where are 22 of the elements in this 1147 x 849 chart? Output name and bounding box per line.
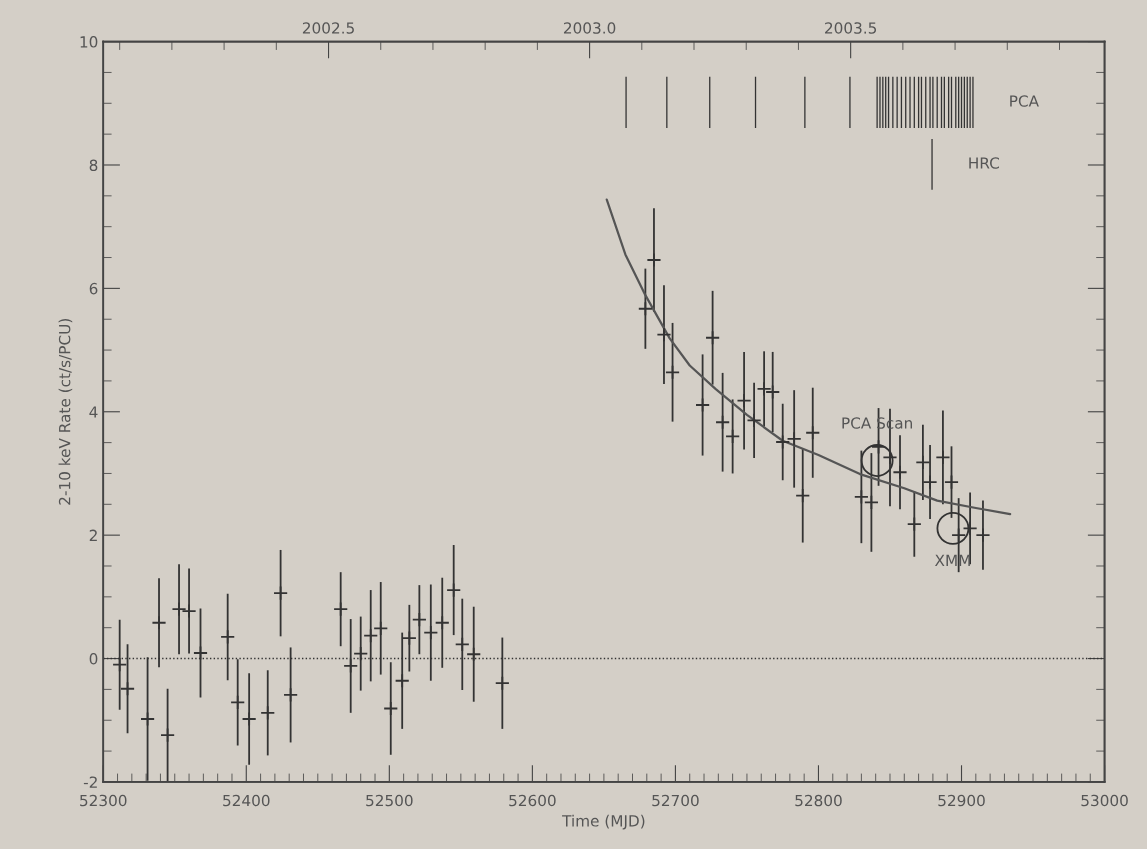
x-tick-label: 52500 <box>366 794 413 807</box>
y-tick-label: 0 <box>89 653 98 665</box>
x2-tick-label: 2003.0 <box>563 22 616 34</box>
x-tick-label: 52400 <box>223 794 270 807</box>
x-axis-title: Time (MJD) <box>562 814 645 830</box>
text: PCA <box>1010 95 1039 107</box>
x-tick-label: 53000 <box>1081 794 1128 807</box>
x2-tick-label: 2002.5 <box>302 22 354 34</box>
y-tick-label: 2 <box>89 529 97 541</box>
y-axis-title: 2-10 keV Rate (ct/s/PCU) <box>58 319 73 505</box>
y-tick-label: 8 <box>89 159 98 172</box>
x-tick-label: 52700 <box>652 794 699 807</box>
y-tick-label: -2 <box>83 776 97 788</box>
y-tick-label: 6 <box>89 282 98 295</box>
x-tick-label: 52800 <box>795 794 842 807</box>
x-tick-label: 52600 <box>509 794 556 807</box>
y-tick-label: 4 <box>89 406 98 418</box>
x2-tick-label: 2003.5 <box>825 22 877 34</box>
x-tick-label: 52300 <box>80 794 127 807</box>
x-tick-label: 52900 <box>938 794 985 807</box>
y-tick-label: 10 <box>80 36 98 48</box>
text: HRC <box>969 157 999 169</box>
